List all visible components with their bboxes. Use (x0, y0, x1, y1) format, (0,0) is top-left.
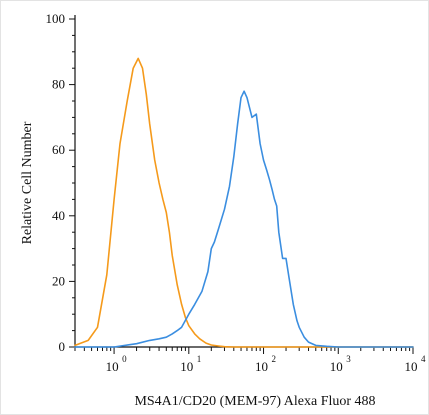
y-tick-label: 60 (52, 142, 65, 157)
x-tick-exponent: 4 (421, 354, 426, 364)
series-layer (74, 57, 414, 348)
x-axis-title: MS4A1/CD20 (MEM-97) Alexa Fluor 488 (134, 394, 375, 409)
x-tick-label: 10 (330, 359, 343, 374)
x-tick-exponent: 2 (272, 354, 277, 364)
x-tick-label: 10 (106, 359, 119, 374)
y-tick-label: 20 (52, 273, 65, 288)
histogram-series-1-line (74, 57, 414, 348)
y-tick-label: 80 (52, 77, 65, 92)
histogram-series-2-line (74, 90, 414, 348)
y-tick-label: 40 (52, 208, 65, 223)
y-tick-label: 0 (59, 339, 66, 354)
x-tick-exponent: 1 (197, 354, 202, 364)
y-axis-title: Relative Cell Number (20, 121, 35, 244)
y-tick-label: 100 (46, 11, 66, 26)
x-tick-exponent: 3 (346, 354, 351, 364)
x-tick-label: 10 (180, 359, 193, 374)
x-tick-label: 10 (255, 359, 268, 374)
axes (69, 15, 414, 354)
x-tick-exponent: 0 (122, 354, 127, 364)
x-tick-label: 10 (405, 359, 418, 374)
